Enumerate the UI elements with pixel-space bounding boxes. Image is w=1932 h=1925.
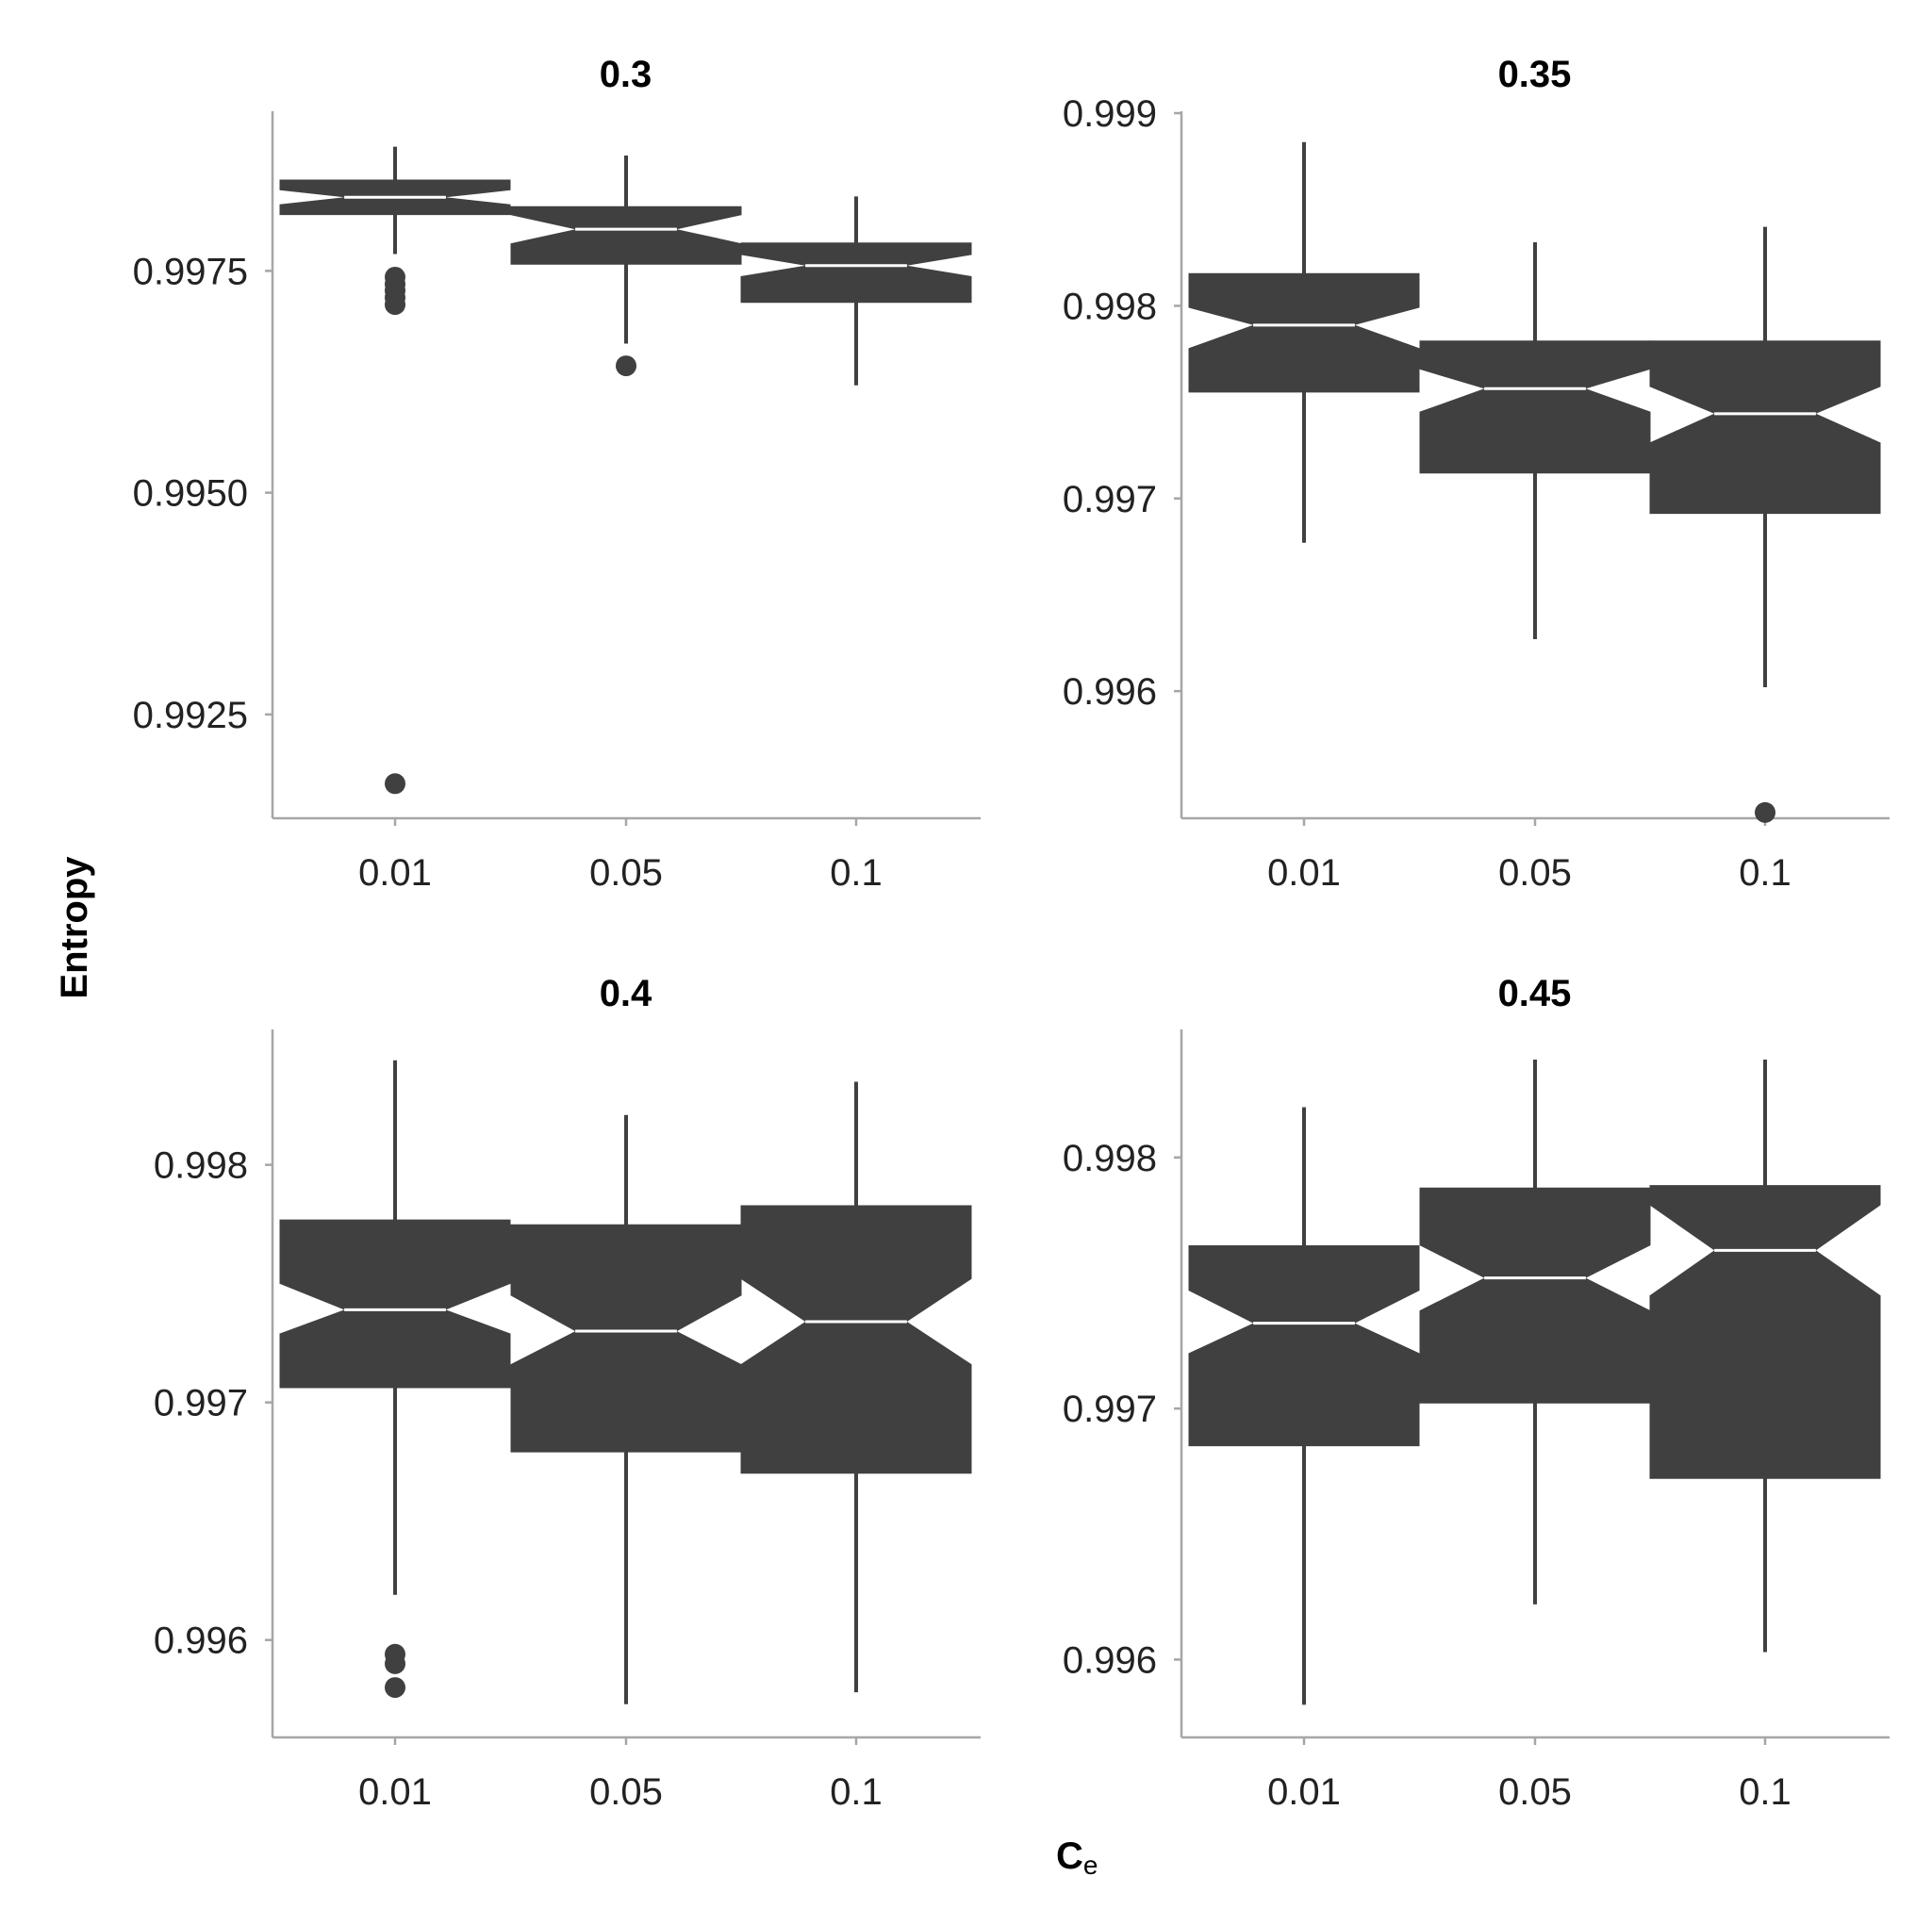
y-tick-label: 0.9925: [133, 695, 248, 736]
y-tick-label: 0.997: [1063, 1389, 1157, 1430]
outlier-point: [385, 1677, 405, 1699]
box-body: [1188, 1245, 1420, 1447]
x-tick-label: 0.05: [1498, 852, 1572, 894]
y-tick-label: 0.999: [1063, 93, 1157, 135]
box-body: [279, 1219, 511, 1389]
box-body: [510, 206, 742, 265]
x-tick-label: 0.1: [830, 852, 883, 894]
box-body: [740, 242, 972, 304]
x-tick-label: 0.05: [1498, 1771, 1572, 1813]
x-tick-label: 0.01: [1267, 852, 1341, 894]
outlier-point: [1755, 801, 1775, 823]
panel-title: 0.3: [600, 54, 652, 95]
y-tick-label: 0.996: [1063, 671, 1157, 713]
box-body: [740, 1205, 972, 1474]
y-tick-label: 0.998: [154, 1145, 248, 1187]
facet-panel-3: 0.4 0.996 0.997 0.998 0.01 0.05 0.1: [154, 973, 981, 1813]
y-tick-label: 0.997: [1063, 479, 1157, 520]
outlier-point: [616, 355, 636, 377]
y-tick-label: 0.997: [154, 1383, 248, 1424]
facet-panel-1: 0.3 0.9925 0.9950 0.9975 0.01 0.05 0.1: [133, 54, 981, 894]
box-body: [1649, 340, 1881, 515]
y-tick-label: 0.998: [1063, 286, 1157, 327]
panel-title: 0.4: [600, 973, 652, 1014]
panel-title: 0.35: [1498, 54, 1572, 95]
facet-panel-4: 0.45 0.996 0.997 0.998 0.01 0.05 0.1: [1063, 973, 1890, 1813]
x-axis-label: Ce: [1056, 1835, 1098, 1880]
y-tick-label: 0.998: [1063, 1138, 1157, 1179]
x-tick-label: 0.1: [830, 1771, 883, 1813]
x-tick-label: 0.01: [358, 852, 432, 894]
box-body: [510, 1224, 742, 1453]
y-tick-label: 0.996: [154, 1621, 248, 1662]
x-tick-label: 0.1: [1739, 852, 1792, 894]
x-tick-label: 0.05: [589, 1771, 663, 1813]
y-tick-label: 0.996: [1063, 1639, 1157, 1681]
panel-title: 0.45: [1498, 973, 1572, 1014]
x-tick-label: 0.01: [358, 1771, 432, 1813]
box-body: [1419, 1187, 1651, 1404]
box-body: [1649, 1185, 1881, 1479]
outlier-point: [385, 1653, 405, 1674]
facet-panel-2: 0.35 0.996 0.997 0.998 0.999 0.01 0.05 0.1: [1063, 54, 1890, 894]
y-tick-label: 0.9950: [133, 473, 248, 515]
box-body: [1419, 340, 1651, 474]
y-axis-label: Entropy: [54, 856, 95, 999]
box-body: [1188, 272, 1420, 393]
x-tick-label: 0.01: [1267, 1771, 1341, 1813]
x-axis-label-sub: e: [1083, 1851, 1098, 1880]
x-tick-label: 0.1: [1739, 1771, 1792, 1813]
x-axis-label-main: C: [1056, 1835, 1083, 1877]
outlier-point: [385, 773, 405, 795]
outlier-point: [385, 294, 405, 316]
y-tick-label: 0.9975: [133, 251, 248, 292]
x-tick-label: 0.05: [589, 852, 663, 894]
